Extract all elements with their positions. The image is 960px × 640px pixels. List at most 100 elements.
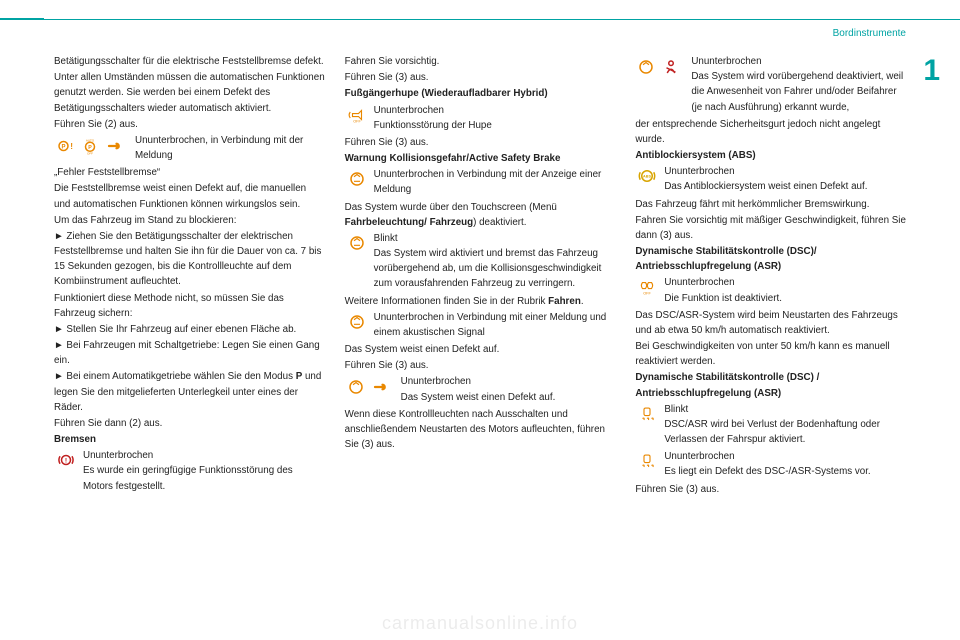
svg-text:ABS: ABS: [643, 175, 651, 179]
svg-text:OFF: OFF: [353, 119, 361, 123]
text: ) deaktiviert.: [473, 217, 526, 228]
indicator-row: Ununterbrochen Das System weist einen De…: [345, 374, 616, 404]
text: „Fehler Feststellbremse“: [54, 165, 325, 180]
collision-warn-icon: [345, 167, 369, 191]
parking-brake-warn-icon: P!: [54, 135, 76, 157]
svg-text:OFF: OFF: [644, 292, 652, 296]
dsc-off-icon: OFF: [635, 275, 659, 299]
abs-icon: ABS: [635, 164, 659, 188]
dsc-skid-icon: [635, 449, 659, 473]
text: Das System weist einen Defekt auf.: [401, 392, 556, 403]
indicator-row: ! Ununterbrochen Es wurde ein geringfügi…: [54, 448, 325, 494]
text: Wenn diese Kontrollleuchten nach Ausscha…: [345, 407, 616, 453]
bullet: Stellen Sie Ihr Fahrzeug auf einer ebene…: [54, 322, 325, 337]
heading: Warnung Kollisionsgefahr/Active Safety B…: [345, 151, 616, 166]
text: Ununterbrochen: [664, 277, 734, 288]
text: Blinkt: [374, 233, 398, 244]
page-body: Betätigungsschalter für die elektrische …: [54, 54, 906, 620]
svg-text:OFF: OFF: [87, 151, 93, 155]
text: Das System wird aktiviert und bremst das…: [374, 248, 602, 289]
text: Ununterbrochen: [691, 56, 761, 67]
text: Weitere Informationen finden Sie in der …: [345, 296, 548, 307]
text-bold: Fahren: [548, 296, 581, 307]
text: Ununterbrochen: [401, 376, 471, 387]
indicator-row: OFF Ununterbrochen Die Funktion ist deak…: [635, 275, 906, 305]
text: Führen Sie (3) aus.: [345, 70, 616, 85]
text: Ununterbrochen: [83, 450, 153, 461]
indicator-row: ABS Ununterbrochen Das Antiblockiersyste…: [635, 164, 906, 194]
bullet: Ziehen Sie den Betätigungsschalter der e…: [54, 229, 325, 290]
bullet-prefix: [54, 371, 66, 382]
indicator-text: Ununterbrochen Funktionsstörung der Hupe: [374, 103, 616, 133]
indicator-row: Ununterbrochen in Verbindung mit einer M…: [345, 310, 616, 340]
text: Fahren Sie vorsichtig.: [345, 54, 616, 69]
text: Führen Sie (3) aus.: [635, 482, 906, 497]
text: Es liegt ein Defekt des DSC-/ASR-Systems…: [664, 466, 870, 477]
text: Die Funktion ist deaktiviert.: [664, 293, 782, 304]
indicator-row: Blinkt DSC/ASR wird bei Verlust der Bode…: [635, 402, 906, 448]
icon-group: [635, 56, 682, 78]
top-rule-line: [44, 19, 960, 20]
text: Unter allen Umständen müssen die automat…: [54, 70, 325, 116]
text: Fahren Sie vorsichtig mit mäßiger Geschw…: [635, 213, 906, 243]
indicator-text: Blinkt DSC/ASR wird bei Verlust der Bode…: [664, 402, 906, 448]
text: Führen Sie dann (2) aus.: [54, 416, 325, 431]
text: Es wurde ein geringfügige Funktionsstöru…: [83, 465, 293, 491]
text: Ununterbrochen: [664, 166, 734, 177]
seatbelt-icon: [660, 56, 682, 78]
indicator-text: Ununterbrochen in Verbindung mit der Anz…: [374, 167, 616, 197]
indicator-row: Ununterbrochen Es liegt ein Defekt des D…: [635, 449, 906, 479]
heading: Fußgängerhupe (Wiederaufladbarer Hybrid): [345, 86, 616, 101]
text: Führen Sie (2) aus.: [54, 117, 325, 132]
text: Weitere Informationen finden Sie in der …: [345, 294, 616, 309]
text: Das Antiblockiersystem weist einen Defek…: [664, 181, 867, 192]
indicator-text: Ununterbrochen Das System weist einen De…: [401, 374, 616, 404]
svg-text:!: !: [65, 458, 67, 465]
indicator-text: Ununterbrochen Die Funktion ist deaktivi…: [664, 275, 906, 305]
text: Bei einem Automatikgetriebe wählen Sie d…: [66, 371, 295, 382]
indicator-text: Ununterbrochen in Verbindung mit einer M…: [374, 310, 616, 340]
text: Um das Fahrzeug im Stand zu blockieren:: [54, 213, 325, 228]
collision-warn-icon: [635, 56, 657, 78]
wrench-icon: [104, 135, 126, 157]
text: Das System weist einen Defekt auf.: [345, 342, 616, 357]
text: Führen Sie (3) aus.: [345, 358, 616, 373]
text: der entsprechende Sicherheitsgurt jedoch…: [635, 117, 906, 147]
wrench-icon: [370, 376, 392, 398]
text: DSC/ASR wird bei Verlust der Bodenhaftun…: [664, 419, 880, 445]
indicator-text: Ununterbrochen Das Antiblockiersystem we…: [664, 164, 906, 194]
bullet: Bei einem Automatikgetriebe wählen Sie d…: [54, 369, 325, 415]
indicator-row: Ununterbrochen in Verbindung mit der Anz…: [345, 167, 616, 197]
text: Ununterbrochen: [374, 105, 444, 116]
indicator-text: Ununterbrochen Das System wird vorüberge…: [691, 54, 906, 115]
pedestrian-horn-icon: OFF: [345, 103, 369, 127]
bullet: Bei Fahrzeugen mit Schaltgetriebe: Legen…: [54, 338, 325, 368]
indicator-text: Ununterbrochen Es liegt ein Defekt des D…: [664, 449, 906, 479]
icon-group: [345, 376, 392, 398]
top-rule-accent: [0, 18, 44, 20]
text: Funktionsstörung der Hupe: [374, 120, 492, 131]
indicator-text: Blinkt Das System wird aktiviert und bre…: [374, 231, 616, 292]
auto-p-off-icon: AUTOPOFF: [79, 135, 101, 157]
text: Das System wurde über den Touchscreen (M…: [345, 202, 557, 213]
dsc-skid-icon: [635, 402, 659, 426]
text: Das System wurde über den Touchscreen (M…: [345, 200, 616, 230]
text: .: [581, 296, 584, 307]
svg-text:P: P: [88, 145, 92, 151]
collision-warn-icon: [345, 310, 369, 334]
text: Das Fahrzeug fährt mit herkömmlicher Bre…: [635, 197, 906, 212]
header-label: Bordinstrumente: [833, 28, 906, 39]
text: Das System wird vorübergehend deaktivier…: [691, 71, 903, 112]
text: Bei Geschwindigkeiten von unter 50 km/h …: [635, 339, 906, 369]
text: Blinkt: [664, 404, 688, 415]
indicator-row: OFF Ununterbrochen Funktionsstörung der …: [345, 103, 616, 133]
heading: Antiblockiersystem (ABS): [635, 148, 906, 163]
heading: Bremsen: [54, 432, 325, 447]
text: Die Feststellbremse weist einen Defekt a…: [54, 181, 325, 211]
indicator-text: Ununterbrochen, in Verbindung mit der Me…: [135, 133, 325, 163]
text: Das DSC/ASR-System wird beim Neustarten …: [635, 308, 906, 338]
heading: Dynamische Stabilitätskontrolle (DSC)/ A…: [635, 244, 906, 274]
text: Führen Sie (3) aus.: [345, 135, 616, 150]
brake-warn-icon: !: [54, 448, 78, 472]
chapter-number: 1: [923, 54, 940, 88]
